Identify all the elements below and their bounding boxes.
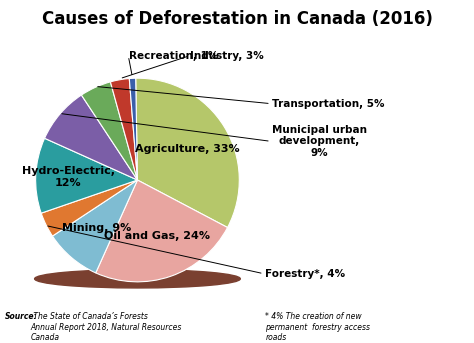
Text: The State of Canada’s Forests
Annual Report 2018, Natural Resources
Canada: The State of Canada’s Forests Annual Rep… xyxy=(31,312,182,342)
Wedge shape xyxy=(36,138,137,213)
Wedge shape xyxy=(53,180,137,273)
Wedge shape xyxy=(45,95,137,180)
Ellipse shape xyxy=(35,270,240,288)
Text: Source:: Source: xyxy=(5,312,37,321)
Wedge shape xyxy=(96,180,228,282)
Text: Causes of Deforestation in Canada (2016): Causes of Deforestation in Canada (2016) xyxy=(42,10,432,28)
Text: * 4% The creation of new
permanent  forestry access
roads: * 4% The creation of new permanent fores… xyxy=(265,312,371,342)
Text: Recreation, 1%: Recreation, 1% xyxy=(129,51,219,61)
Text: Industry, 3%: Industry, 3% xyxy=(191,51,264,61)
Text: Mining, 9%: Mining, 9% xyxy=(62,223,131,233)
Text: Oil and Gas, 24%: Oil and Gas, 24% xyxy=(104,231,210,241)
Text: Forestry*, 4%: Forestry*, 4% xyxy=(265,269,345,279)
Wedge shape xyxy=(82,82,137,180)
Wedge shape xyxy=(129,78,137,180)
Text: Transportation, 5%: Transportation, 5% xyxy=(272,99,384,109)
Text: Agriculture, 33%: Agriculture, 33% xyxy=(136,144,240,154)
Wedge shape xyxy=(41,180,137,236)
Wedge shape xyxy=(136,78,239,227)
Text: Municipal urban
development,
9%: Municipal urban development, 9% xyxy=(272,125,367,158)
Text: Hydro-Electric,
12%: Hydro-Electric, 12% xyxy=(22,166,115,188)
Wedge shape xyxy=(110,79,137,180)
